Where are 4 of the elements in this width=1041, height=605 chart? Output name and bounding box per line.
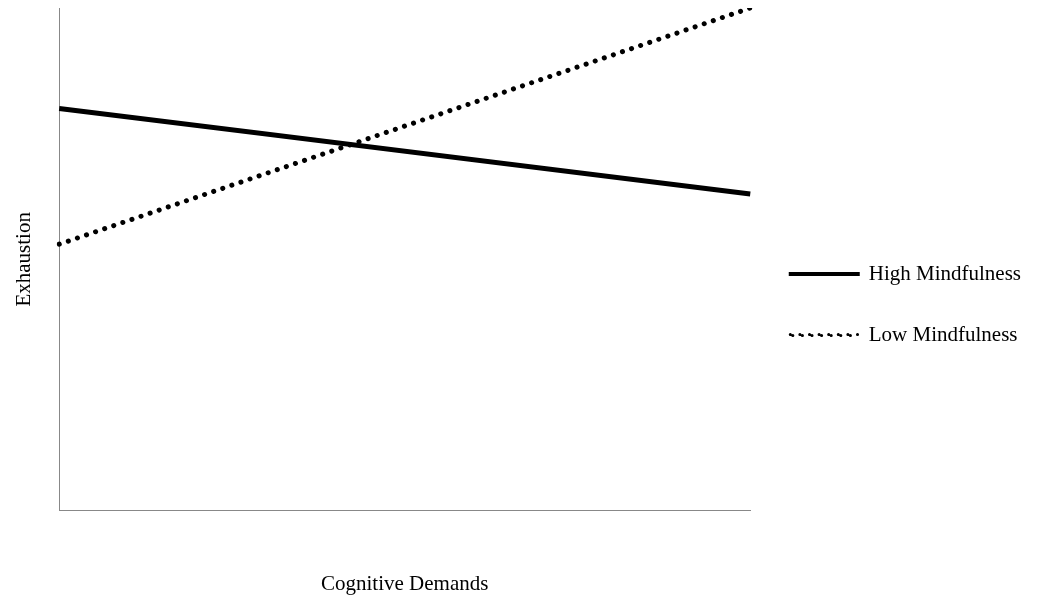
x-axis-title: Cognitive Demands bbox=[321, 570, 489, 595]
y-axis-title: Exhaustion bbox=[11, 211, 36, 307]
legend-label: Low Mindfulness bbox=[868, 321, 1018, 346]
legend-label: High Mindfulness bbox=[868, 260, 1021, 285]
